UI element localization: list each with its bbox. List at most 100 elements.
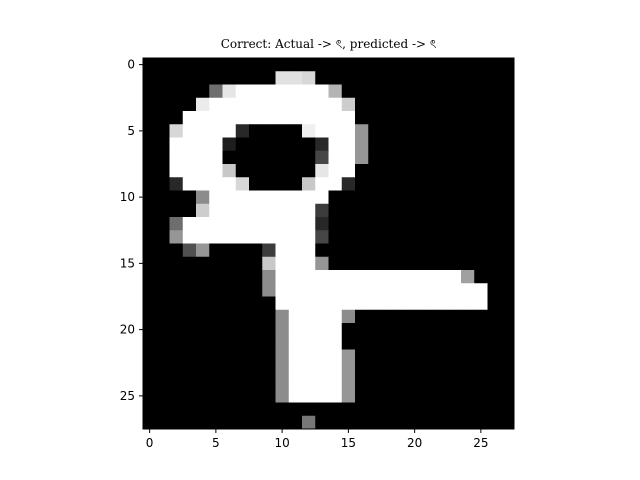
heatmap-cell: [156, 230, 170, 244]
heatmap-cell: [288, 84, 303, 99]
heatmap-cell: [487, 111, 502, 125]
heatmap-cell: [156, 84, 170, 99]
heatmap-cell: [235, 190, 250, 205]
heatmap-cell: [447, 177, 462, 191]
heatmap-cell: [275, 270, 290, 284]
heatmap-cell: [500, 150, 515, 165]
heatmap-cell: [249, 336, 263, 350]
heatmap-cell: [182, 362, 197, 377]
heatmap-cell: [302, 124, 316, 138]
heatmap-cell: [394, 137, 409, 152]
heatmap-cell: [288, 190, 303, 205]
heatmap-cell: [421, 137, 435, 152]
heatmap-cell: [222, 283, 237, 297]
heatmap-cell: [222, 389, 237, 403]
heatmap-cell: [447, 217, 462, 231]
heatmap-cell: [355, 164, 369, 178]
heatmap-cell: [315, 203, 329, 218]
heatmap-cell: [381, 230, 396, 244]
heatmap-cell: [328, 283, 343, 297]
heatmap-cell: [222, 177, 237, 191]
heatmap-cell: [209, 296, 223, 311]
heatmap-cell: [394, 97, 409, 112]
heatmap-cell: [222, 97, 237, 112]
heatmap-cell: [143, 124, 157, 138]
heatmap-cell: [394, 296, 409, 311]
heatmap-cell: [262, 124, 276, 138]
heatmap-cell: [182, 217, 197, 231]
heatmap-cell: [182, 256, 197, 271]
heatmap-cell: [474, 362, 488, 377]
heatmap-cell: [447, 190, 462, 205]
heatmap-cell: [143, 256, 157, 271]
heatmap-cell: [222, 309, 237, 324]
heatmap-cell: [341, 58, 356, 72]
heatmap-cell: [315, 217, 329, 231]
heatmap-cell: [235, 270, 250, 284]
heatmap-cell: [474, 323, 488, 337]
heatmap-cell: [235, 97, 250, 112]
heatmap-cell: [156, 58, 170, 72]
heatmap-cell: [421, 270, 435, 284]
heatmap-cell: [368, 362, 382, 377]
heatmap-cell: [341, 111, 356, 125]
heatmap-cell: [169, 150, 184, 165]
heatmap-cell: [368, 217, 382, 231]
heatmap-cell: [421, 230, 435, 244]
heatmap-cell: [288, 71, 303, 85]
heatmap-cell: [169, 296, 184, 311]
heatmap-cell: [447, 230, 462, 244]
heatmap-cell: [262, 376, 276, 390]
heatmap-cell: [487, 402, 502, 417]
heatmap-cell: [315, 71, 329, 85]
heatmap-cell: [328, 323, 343, 337]
heatmap-cell: [235, 58, 250, 72]
heatmap-cell: [368, 336, 382, 350]
heatmap-cell: [315, 415, 329, 430]
heatmap-cell: [249, 309, 263, 324]
heatmap-cell: [249, 190, 263, 205]
heatmap-cell: [355, 256, 369, 271]
heatmap-cell: [143, 58, 157, 72]
heatmap-cell: [434, 97, 449, 112]
heatmap-cell: [328, 203, 343, 218]
heatmap-cell: [421, 177, 435, 191]
heatmap-cell: [381, 270, 396, 284]
heatmap-cell: [169, 309, 184, 324]
heatmap-cell: [408, 362, 422, 377]
heatmap-cell: [421, 203, 435, 218]
heatmap-cell: [381, 376, 396, 390]
heatmap-cell: [461, 137, 475, 152]
heatmap-cell: [328, 111, 343, 125]
heatmap-cell: [487, 97, 502, 112]
heatmap-cell: [209, 309, 223, 324]
heatmap-cell: [461, 217, 475, 231]
heatmap-cell: [500, 376, 515, 390]
heatmap-cell: [341, 349, 356, 364]
heatmap-cell: [368, 150, 382, 165]
heatmap-cell: [394, 389, 409, 403]
heatmap-cell: [235, 111, 250, 125]
heatmap-cell: [474, 309, 488, 324]
heatmap-cell: [182, 137, 197, 152]
heatmap-cell: [143, 111, 157, 125]
heatmap-cell: [169, 349, 184, 364]
heatmap-cell: [169, 376, 184, 390]
heatmap-cell: [182, 309, 197, 324]
heatmap-cell: [421, 97, 435, 112]
heatmap-cell: [355, 124, 369, 138]
heatmap-cell: [262, 296, 276, 311]
heatmap-cell: [368, 164, 382, 178]
heatmap-cell: [328, 164, 343, 178]
heatmap-cell: [421, 323, 435, 337]
heatmap-cell: [143, 84, 157, 99]
heatmap-cell: [288, 296, 303, 311]
heatmap-cell: [288, 336, 303, 350]
heatmap-cell: [143, 190, 157, 205]
heatmap-cell: [156, 190, 170, 205]
heatmap-cell: [381, 336, 396, 350]
heatmap-cell: [182, 71, 197, 85]
heatmap-cell: [500, 296, 515, 311]
heatmap-cell: [315, 97, 329, 112]
heatmap-cell: [315, 84, 329, 99]
